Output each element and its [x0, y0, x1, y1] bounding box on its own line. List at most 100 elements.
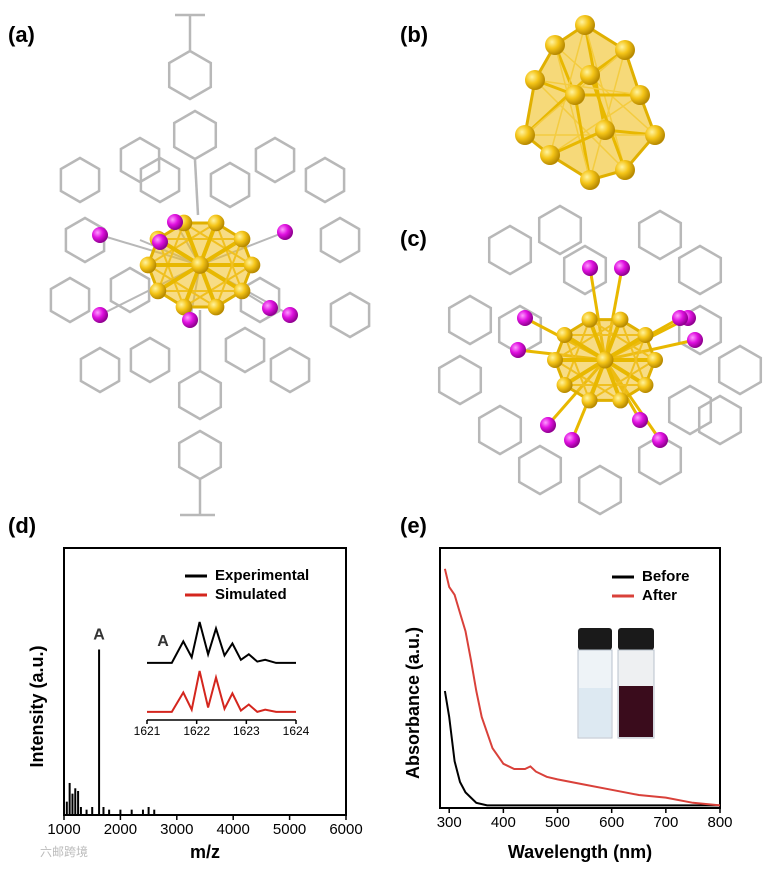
ring — [109, 266, 151, 314]
y-axis-label: Intensity (a.u.) — [27, 645, 47, 767]
ring — [537, 204, 583, 256]
x-tick-label: 5000 — [273, 821, 306, 838]
ring — [167, 49, 213, 101]
vials — [577, 628, 655, 739]
x-tick-label: 1624 — [283, 724, 310, 738]
peak-annotation: A — [93, 627, 105, 644]
ring — [637, 209, 683, 261]
bond — [193, 159, 200, 216]
bond — [563, 319, 591, 386]
atom — [565, 85, 585, 105]
bond — [215, 222, 244, 292]
atom — [612, 392, 629, 409]
ring — [487, 224, 533, 276]
bond — [215, 238, 244, 308]
atom — [630, 85, 650, 105]
ring — [79, 346, 121, 394]
atom — [525, 70, 545, 90]
x-tick-label: 400 — [491, 814, 516, 831]
x-tick-label: 1000 — [47, 821, 80, 838]
panel-label: (c) — [400, 226, 427, 251]
bond — [534, 79, 641, 96]
atom — [581, 311, 598, 328]
atom — [167, 214, 183, 230]
ring — [49, 276, 91, 324]
x-tick-label: 800 — [707, 814, 732, 831]
atom — [233, 230, 251, 248]
atom — [510, 342, 526, 358]
legend-label: Before — [642, 568, 690, 585]
atom — [596, 351, 614, 369]
x-tick-label: 500 — [545, 814, 570, 831]
bond — [549, 128, 606, 157]
bond — [183, 222, 253, 266]
bond — [589, 359, 656, 402]
bond — [147, 264, 217, 308]
ring — [667, 384, 713, 436]
x-tick-label: 600 — [599, 814, 624, 831]
atom — [647, 352, 663, 368]
atom — [191, 256, 209, 274]
x-tick-label: 3000 — [160, 821, 193, 838]
bond — [573, 94, 592, 181]
panel-label: (a) — [8, 22, 35, 47]
x-tick-label: 700 — [653, 814, 678, 831]
bond — [554, 318, 621, 361]
atom — [540, 417, 556, 433]
legend-label: After — [642, 587, 677, 604]
atom — [262, 300, 278, 316]
atom — [580, 65, 600, 85]
atom — [515, 125, 535, 145]
ring — [129, 336, 171, 384]
atom — [182, 312, 198, 328]
ring — [697, 394, 743, 446]
bond — [589, 318, 656, 361]
ring — [254, 136, 296, 184]
panel-label: (b) — [400, 22, 428, 47]
watermark: 六邮跨境 — [40, 844, 88, 859]
atom — [615, 160, 635, 180]
x-tick-label: 1623 — [233, 724, 260, 738]
bond — [147, 222, 217, 266]
x-tick-label: 6000 — [329, 821, 362, 838]
atom — [687, 332, 703, 348]
series-line — [147, 670, 296, 714]
atom — [92, 227, 108, 243]
bond — [584, 24, 626, 171]
bond — [183, 264, 253, 308]
x-tick-label: 1622 — [183, 724, 210, 738]
ring — [562, 244, 608, 296]
ring — [177, 369, 223, 421]
series-line — [147, 621, 296, 664]
molecular-structures — [49, 13, 763, 517]
atom — [637, 327, 654, 344]
ring — [677, 244, 723, 296]
atom — [581, 392, 598, 409]
atom — [282, 307, 298, 323]
atom — [547, 352, 563, 368]
x-tick-label: 2000 — [104, 821, 137, 838]
atom — [582, 260, 598, 276]
atom — [564, 432, 580, 448]
bond — [563, 334, 591, 401]
atom — [595, 120, 615, 140]
atom — [637, 376, 654, 393]
bond — [589, 49, 626, 181]
x-tick-label: 1621 — [134, 724, 161, 738]
ring — [477, 404, 523, 456]
atom — [207, 298, 225, 316]
atom — [612, 311, 629, 328]
atom — [517, 310, 533, 326]
atom — [556, 327, 573, 344]
bond — [549, 94, 641, 156]
ring — [437, 354, 483, 406]
plot-frame — [439, 547, 721, 809]
series-line — [443, 568, 721, 807]
y-axis-label: Absorbance (a.u.) — [403, 627, 423, 779]
atom — [580, 170, 600, 190]
ring — [517, 444, 563, 496]
atom — [575, 15, 595, 35]
ring — [304, 156, 346, 204]
atom — [556, 376, 573, 393]
